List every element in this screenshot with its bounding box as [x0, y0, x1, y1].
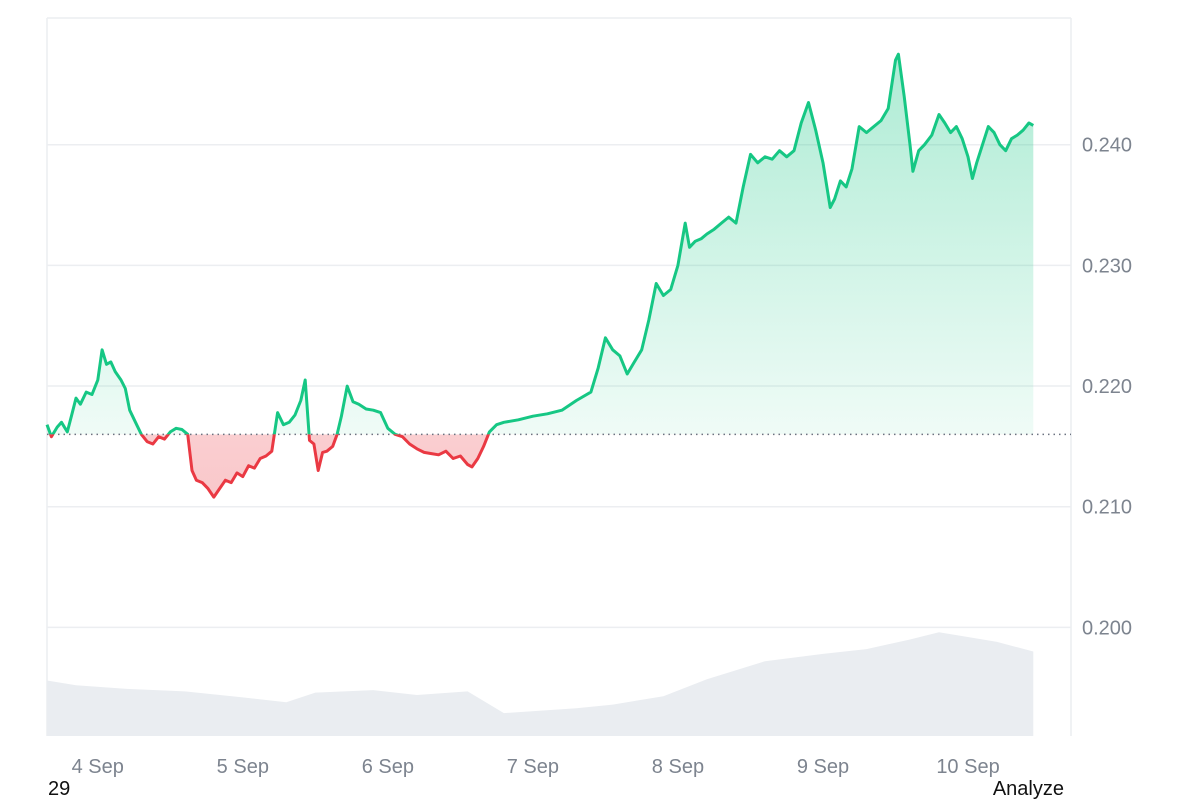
x-tick-label-1: 5 Sep — [217, 756, 269, 778]
area-below-baseline — [50, 434, 489, 498]
x-axis-ticks: 4 Sep 5 Sep 6 Sep 7 Sep 8 Sep 9 Sep 10 Sep — [72, 756, 1000, 778]
line-below-baseline — [48, 434, 491, 499]
line-above-baseline — [45, 52, 1035, 435]
plot-frame — [46, 17, 1072, 736]
x-tick-label-0: 4 Sep — [72, 756, 124, 778]
y-tick-label-3: 0.210 — [1082, 497, 1132, 519]
price-area-fill — [47, 54, 1034, 498]
x-tick-label-2: 6 Sep — [362, 756, 414, 778]
area-above-baseline — [47, 54, 1034, 435]
x-tick-label-6: 10 Sep — [936, 756, 999, 778]
y-axis-ticks: 0.240 0.230 0.220 0.210 0.200 — [1082, 135, 1132, 640]
y-tick-label-1: 0.230 — [1082, 255, 1132, 277]
y-tick-label-0: 0.240 — [1082, 135, 1132, 157]
y-tick-label-4: 0.200 — [1082, 617, 1132, 639]
volume-path — [47, 632, 1034, 736]
x-tick-label-3: 7 Sep — [507, 756, 559, 778]
x-tick-label-4: 8 Sep — [652, 756, 704, 778]
footer-left-text: 29 — [48, 778, 71, 800]
y-tick-label-2: 0.220 — [1082, 376, 1132, 398]
analyze-link[interactable]: Analyze — [992, 778, 1064, 800]
price-line — [45, 52, 1035, 499]
volume-area — [47, 632, 1034, 736]
x-tick-label-5: 9 Sep — [797, 756, 849, 778]
